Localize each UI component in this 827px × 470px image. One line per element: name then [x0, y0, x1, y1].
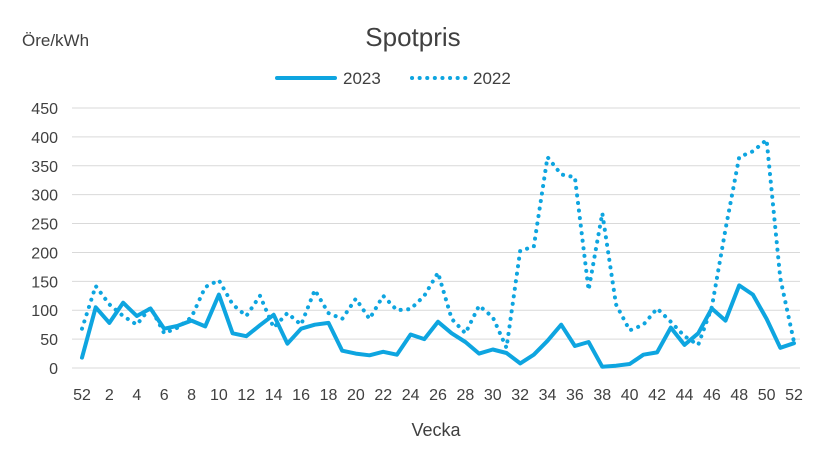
- x-tick-label: 24: [402, 387, 420, 404]
- y-axis-ticks: 0 50 100 150 200 250 300 350 400 450: [31, 101, 58, 378]
- x-tick-label: 6: [160, 387, 169, 404]
- x-tick-label: 2: [105, 387, 114, 404]
- x-tick-label: 48: [730, 387, 748, 404]
- y-axis-unit-label: Öre/kWh: [22, 31, 89, 50]
- chart-title: Spotpris: [365, 22, 460, 52]
- x-tick-label: 26: [429, 387, 447, 404]
- series-line-2022: [80, 137, 796, 350]
- x-tick-label: 16: [292, 387, 310, 404]
- series-line-2023: [80, 283, 796, 369]
- x-tick-label: 42: [648, 387, 666, 404]
- x-tick-label: 12: [237, 387, 255, 404]
- y-tick-label: 300: [31, 188, 58, 205]
- y-tick-label: 200: [31, 245, 58, 262]
- x-tick-label: 10: [210, 387, 228, 404]
- grid-lines: [72, 107, 800, 369]
- y-tick-label: 250: [31, 217, 58, 234]
- x-tick-label: 46: [703, 387, 721, 404]
- x-tick-label: 50: [758, 387, 776, 404]
- x-tick-label: 30: [484, 387, 502, 404]
- y-tick-label: 0: [49, 361, 58, 378]
- series-layer: [80, 137, 796, 369]
- legend-label-2022: 2022: [473, 69, 511, 88]
- x-tick-label: 52: [73, 387, 91, 404]
- x-tick-label: 32: [511, 387, 529, 404]
- x-tick-label: 18: [320, 387, 338, 404]
- x-tick-label: 38: [593, 387, 611, 404]
- y-tick-label: 50: [40, 332, 58, 349]
- y-tick-label: 100: [31, 303, 58, 320]
- x-axis-ticks: 52 2 4 6 8 10 12 14 16 18 20 22 24 26 28 30 32 34 36 38 40 42…: [73, 387, 803, 404]
- x-tick-label: 44: [676, 387, 694, 404]
- x-tick-label: 4: [132, 387, 141, 404]
- x-tick-label: 40: [621, 387, 639, 404]
- y-tick-label: 150: [31, 274, 58, 291]
- y-tick-label: 400: [31, 130, 58, 147]
- y-tick-label: 450: [31, 101, 58, 118]
- x-tick-label: 8: [187, 387, 196, 404]
- x-tick-label: 14: [265, 387, 283, 404]
- x-tick-label: 22: [374, 387, 392, 404]
- x-tick-label: 52: [785, 387, 803, 404]
- x-tick-label: 28: [456, 387, 474, 404]
- legend-label-2023: 2023: [343, 69, 381, 88]
- legend: 2023 2022: [275, 69, 511, 88]
- x-tick-label: 36: [566, 387, 584, 404]
- x-axis-label: Vecka: [411, 420, 461, 440]
- y-tick-label: 350: [31, 159, 58, 176]
- x-tick-label: 20: [347, 387, 365, 404]
- x-tick-label: 34: [539, 387, 557, 404]
